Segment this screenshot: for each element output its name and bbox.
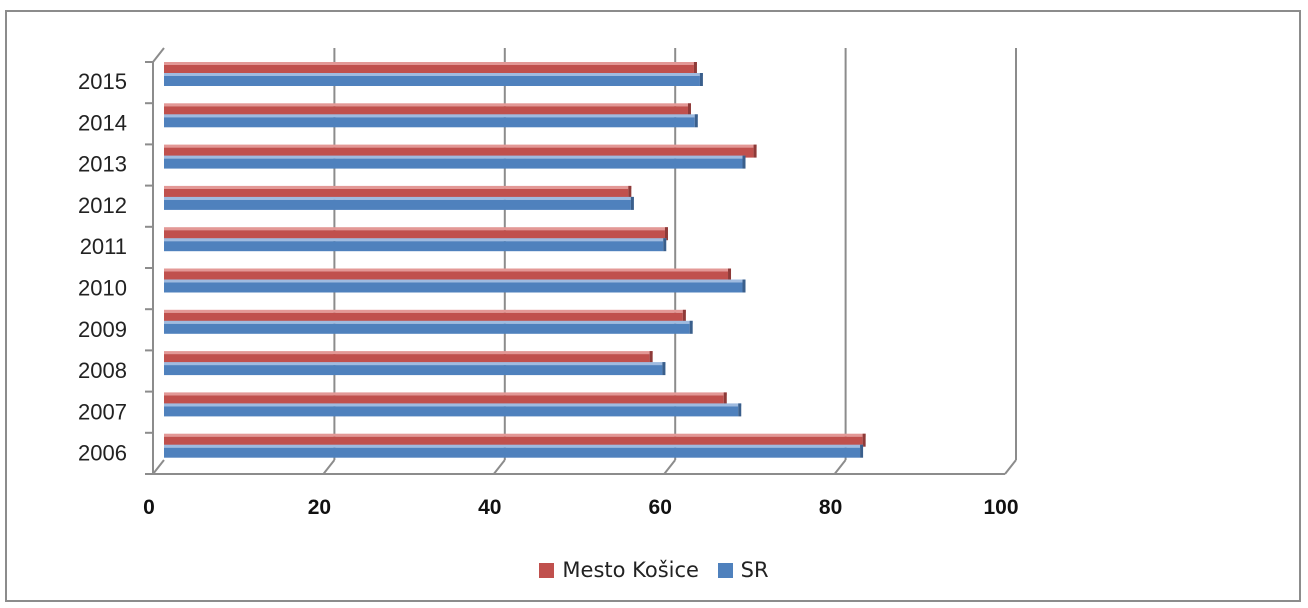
bar-top-face: [164, 309, 686, 313]
chart-legend: Mesto Košice SR: [0, 558, 1308, 583]
bar-side-face: [699, 73, 703, 86]
bar-top-face: [164, 279, 746, 283]
bar-kosice-2006: [164, 436, 863, 447]
bar-side-face: [728, 268, 732, 282]
y-tick-label-2014: 2014: [78, 110, 127, 135]
y-tick-label-2009: 2009: [78, 317, 127, 342]
gridline-floor: [663, 459, 676, 475]
y-tick-label-2013: 2013: [78, 152, 127, 177]
bar-sr-2007: [164, 406, 739, 417]
bar-sr-2015: [164, 76, 700, 86]
x-tick-label: 60: [649, 496, 672, 519]
bar-sr-2014: [164, 117, 695, 128]
bar-sr-2011: [164, 241, 664, 252]
bar-top-face: [164, 433, 866, 437]
bar-sr-2008: [164, 365, 663, 376]
bar-top-face: [164, 403, 742, 407]
bar-side-face: [689, 320, 693, 334]
bar-kosice-2013: [164, 147, 754, 158]
bar-sr-2009: [164, 323, 690, 334]
bar-side-face: [753, 144, 757, 158]
y-tick-label-2008: 2008: [78, 358, 127, 383]
x-tick-label: 80: [819, 496, 842, 519]
bar-top-face: [164, 227, 668, 231]
legend-item-sr: SR: [717, 558, 769, 582]
y-tick-label-2007: 2007: [78, 399, 127, 424]
bar-side-face: [860, 444, 864, 458]
bar-side-face: [687, 103, 691, 117]
floor-corner: [152, 459, 165, 475]
legend-label-kosice: Mesto Košice: [562, 558, 699, 582]
bar-top-face: [164, 103, 691, 107]
bar-kosice-2011: [164, 230, 665, 241]
x-tick-label: 20: [308, 496, 331, 519]
bar-sr-2013: [164, 158, 743, 169]
bar-side-face: [723, 392, 727, 406]
gridline-floor: [1004, 459, 1017, 475]
bar-top-face: [164, 351, 653, 355]
bar-top-face: [164, 155, 746, 159]
bar-side-face: [693, 62, 697, 75]
y-tick-label-2015: 2015: [78, 69, 127, 94]
legend-swatch-kosice: [539, 562, 555, 578]
bar-side-face: [682, 309, 686, 323]
bar-kosice-2010: [164, 271, 729, 282]
y-tick-label-2006: 2006: [78, 441, 127, 466]
legend-item-kosice: Mesto Košice: [539, 558, 699, 582]
bar-sr-2012: [164, 199, 631, 210]
wall-top-edge: [152, 47, 165, 63]
legend-label-sr: SR: [740, 558, 769, 582]
gridline-floor: [322, 459, 336, 475]
bar-kosice-2007: [164, 395, 724, 406]
bar-side-face: [664, 227, 668, 241]
bar-top-face: [164, 444, 864, 448]
bar-side-face: [663, 238, 667, 252]
bar-top-face: [164, 114, 698, 118]
bar-top-face: [164, 238, 667, 242]
bar-top-face: [164, 392, 727, 396]
bar-top-face: [164, 73, 703, 76]
bar-side-face: [738, 403, 742, 417]
y-tick-label-2010: 2010: [78, 276, 127, 301]
bar-kosice-2015: [164, 65, 694, 75]
bar-top-face: [164, 268, 732, 272]
bar-kosice-2014: [164, 106, 688, 117]
bar-side-face: [628, 185, 632, 199]
bar-side-face: [649, 351, 653, 365]
bar-top-face: [164, 196, 634, 200]
legend-swatch-sr: [717, 562, 733, 578]
bar-side-face: [630, 196, 634, 210]
bar-side-face: [742, 279, 746, 293]
bar-sr-2010: [164, 282, 743, 293]
bar-side-face: [862, 433, 866, 447]
bar-kosice-2009: [164, 312, 683, 323]
y-tick-label-2011: 2011: [80, 234, 127, 259]
bar-kosice-2008: [164, 354, 650, 365]
x-tick-label: 100: [983, 496, 1018, 519]
gridline-floor: [493, 459, 506, 475]
x-tick-label: 40: [478, 496, 501, 519]
bar-side-face: [742, 155, 746, 169]
bar-side-face: [662, 362, 666, 376]
bar-top-face: [164, 144, 757, 148]
bar-top-face: [164, 185, 632, 189]
y-tick-label-2012: 2012: [78, 193, 127, 218]
x-tick-label: 0: [143, 496, 155, 519]
bar-sr-2006: [164, 447, 861, 458]
bar-kosice-2012: [164, 188, 629, 199]
bar-top-face: [164, 62, 697, 65]
gridline-floor: [833, 459, 847, 475]
bar-top-face: [164, 362, 666, 366]
bar-side-face: [694, 114, 698, 128]
bar-top-face: [164, 320, 693, 324]
